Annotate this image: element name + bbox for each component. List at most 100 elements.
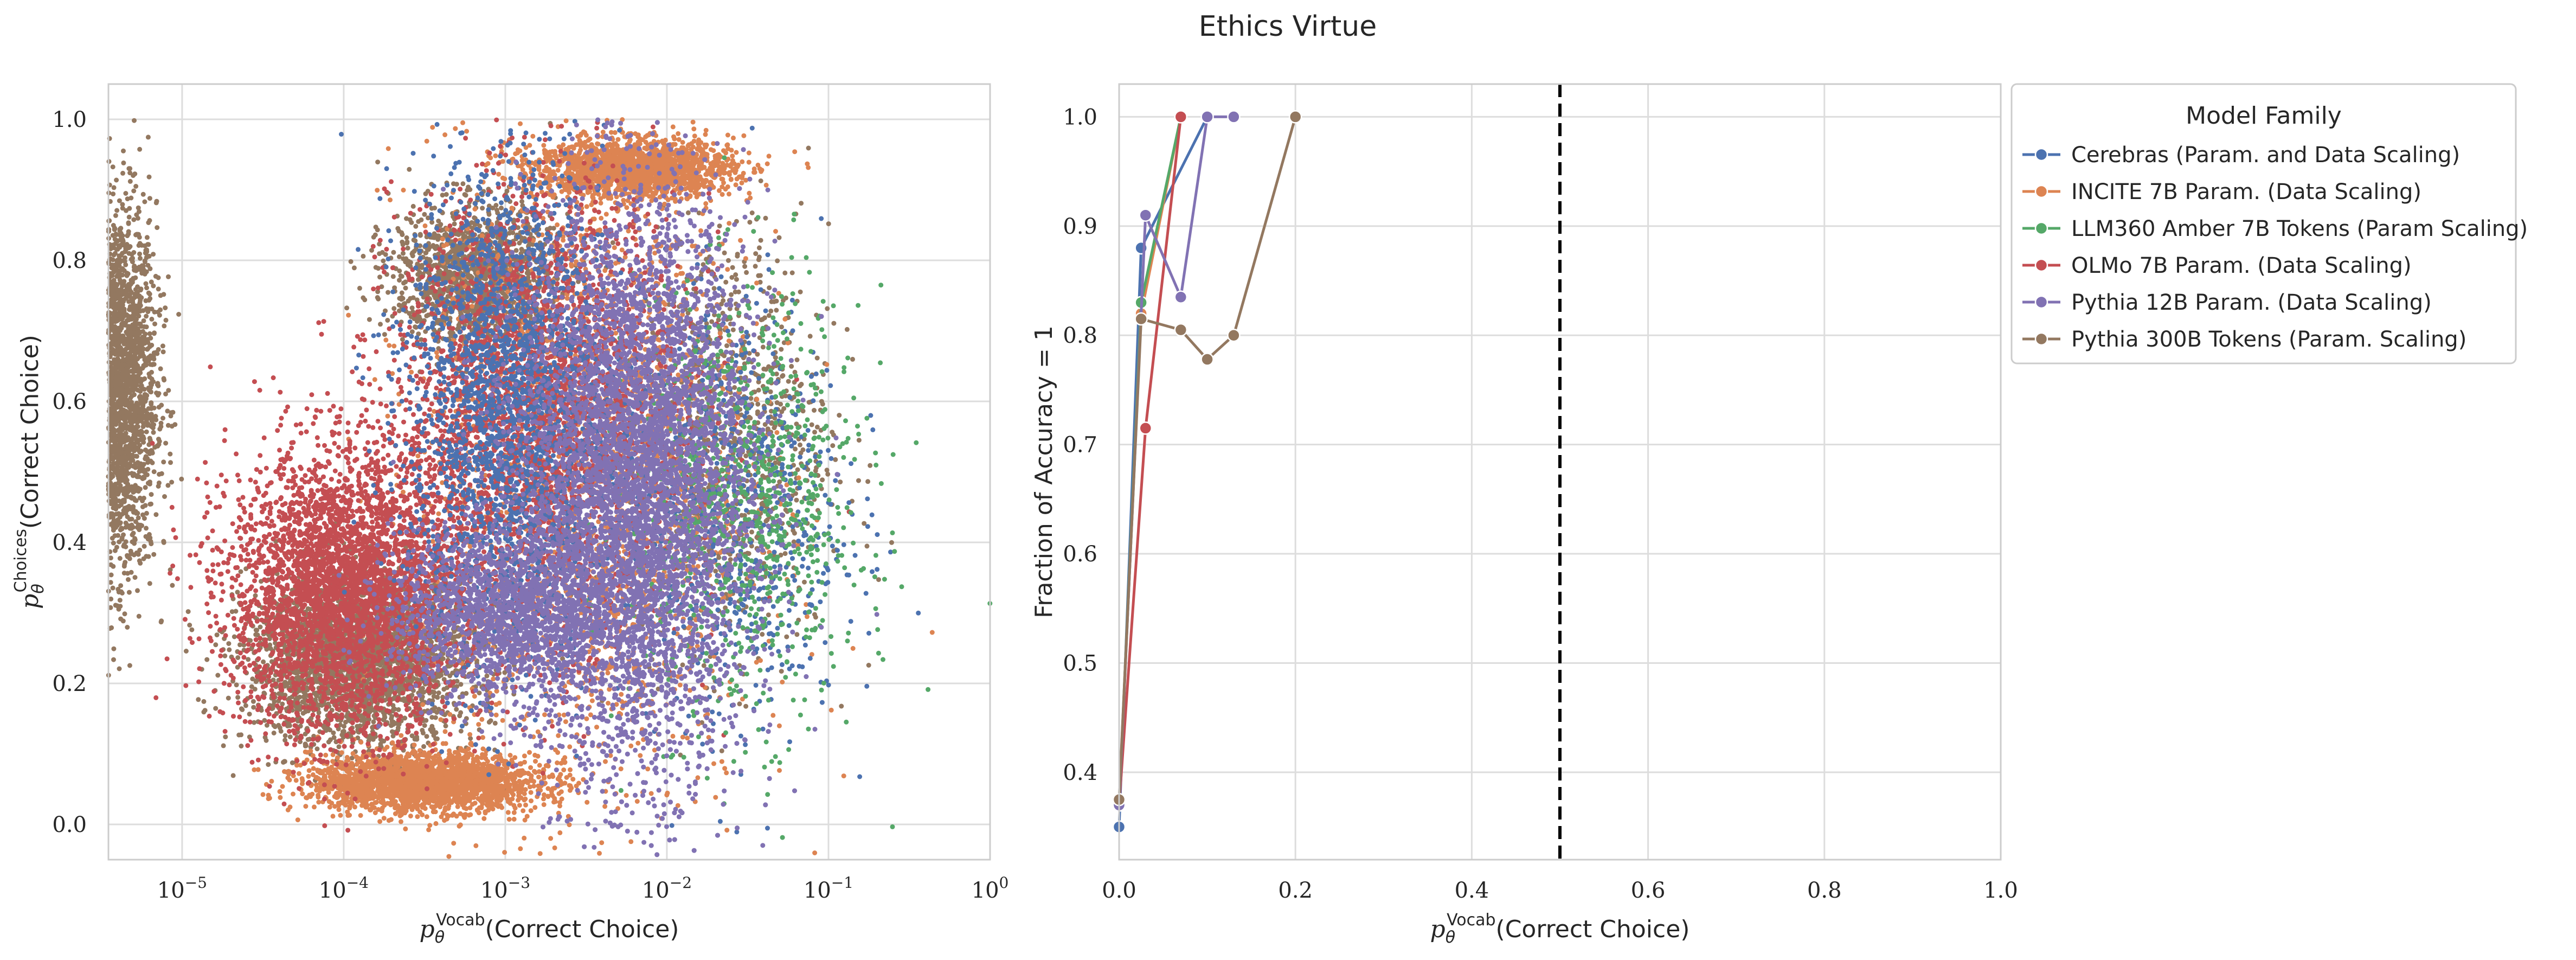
scatter-point [109,431,114,436]
scatter-point [140,377,146,382]
scatter-point [113,213,118,218]
scatter-point [422,723,427,728]
scatter-point [166,274,171,279]
scatter-point [132,330,137,336]
scatter-point [381,717,386,722]
scatter-point [118,403,124,408]
scatter-point [114,603,120,609]
scatter-point [221,743,226,748]
scatter-point [131,354,136,360]
scatter-point [120,170,125,176]
scatter-point [305,606,311,611]
scatter-point [250,699,256,704]
scatter-point [213,642,219,648]
scatter-point [118,399,124,404]
scatter-point [130,393,135,399]
scatter-point [145,411,150,416]
scatter-point [129,524,134,529]
scatter-point [126,229,131,234]
scatter-point [146,290,151,296]
scatter-point [151,469,157,475]
scatter-point [118,616,124,622]
scatter-point [134,382,139,388]
scatter-point [222,653,228,658]
scatter-point [236,732,242,738]
scatter-point [149,412,154,417]
scatter-point [155,225,160,231]
scatter-point [129,405,134,410]
scatter-point [213,706,219,711]
scatter-point [124,208,129,213]
scatter-point [145,466,151,472]
scatter-point [133,184,139,189]
scatter-point [124,435,129,440]
scatter-point [120,350,125,355]
scatter-point [113,306,118,311]
scatter-point [183,649,189,654]
scatter-point [140,350,145,356]
scatter-point [163,305,168,311]
scatter-point [117,556,123,561]
scatter-point [147,266,153,271]
scatter-point [116,498,121,503]
scatter-point [111,494,117,500]
scatter-point [111,298,116,304]
scatter-point [125,415,130,420]
scatter-point [176,312,182,317]
scatter-point [163,391,168,396]
scatter-point [458,710,464,715]
scatter-point [149,369,154,375]
scatter-point [142,199,147,204]
scatter-point [233,609,239,614]
scatter-point [163,440,169,446]
scatter-point [421,744,426,749]
scatter-point [361,253,366,259]
scatter-point [413,238,418,244]
scatter-point [253,628,259,633]
scatter-point [251,705,256,710]
scatter-point [436,690,441,695]
scatter-point [123,191,129,196]
scatter-point [120,387,125,393]
scatter-point [126,245,132,251]
scatter-point [112,329,117,334]
scatter-point [226,695,231,701]
scatter-point [118,242,124,248]
scatter-point [120,237,125,242]
scatter-point [424,734,429,739]
scatter-point [429,715,435,720]
scatter-point [261,659,266,664]
scatter-point [137,558,142,564]
scatter-point [127,170,133,176]
scatter-point [185,609,191,615]
scatter-point [147,374,152,380]
scatter-point [145,242,150,247]
scatter-point [108,401,114,407]
scatter-point [161,540,166,545]
scatter-point [143,485,148,490]
scatter-point [110,347,115,352]
scatter-point [117,295,122,300]
scatter-point [125,328,131,334]
scatter-point [129,375,134,380]
scatter-point [110,271,115,276]
scatter-point [118,460,123,466]
scatter-point [375,159,381,165]
scatter-point [294,675,299,681]
scatter-point [187,623,192,628]
scatter-point [240,707,245,712]
scatter-point [153,273,158,279]
scatter-point [135,424,140,430]
scatter-point [118,267,123,273]
scatter-point [110,415,115,421]
scatter-point [161,459,166,465]
scatter-point [110,465,115,470]
scatter-point [282,759,287,764]
scatter-point [189,627,195,632]
scatter-point [380,660,385,665]
scatter-point [407,167,412,172]
scatter-point [110,473,115,479]
scatter-point [133,311,138,317]
scatter-point [118,583,124,588]
scatter-point [264,738,269,743]
